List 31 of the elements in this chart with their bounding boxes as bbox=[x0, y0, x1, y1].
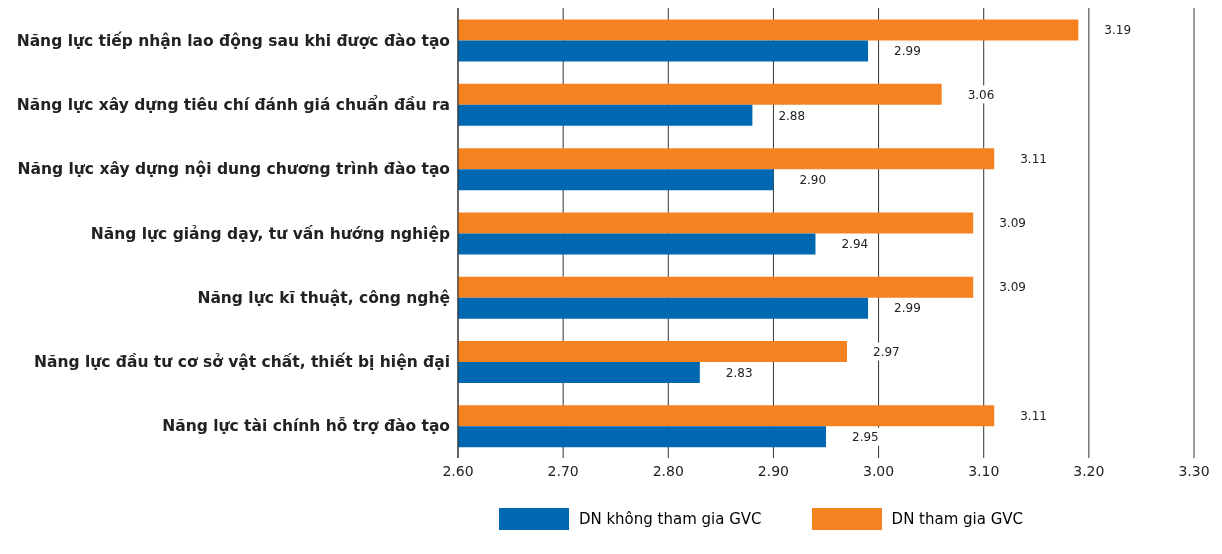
y-tick-label: Năng lực kĩ thuật, công nghệ bbox=[197, 288, 450, 307]
legend-label: DN tham gia GVC bbox=[891, 510, 1024, 528]
x-tick-label: 2.70 bbox=[547, 462, 579, 479]
data-label: 2.94 bbox=[841, 237, 869, 252]
y-tick-label: Năng lực tài chính hỗ trợ đào tạo bbox=[162, 417, 450, 436]
y-tick-label: Năng lực đầu tư cơ sở vật chất, thiết bị hiện đại bbox=[33, 352, 450, 372]
data-label: 3.06 bbox=[967, 87, 995, 102]
x-tick-label: 2.80 bbox=[652, 462, 684, 479]
x-tick-label: 3.10 bbox=[968, 462, 1000, 479]
data-label: 2.88 bbox=[778, 108, 806, 123]
x-tick-label: 3.00 bbox=[862, 462, 895, 479]
data-label: 2.83 bbox=[725, 365, 753, 380]
x-tick-label: 3.20 bbox=[1073, 462, 1105, 479]
x-tick-label: 2.60 bbox=[442, 462, 474, 479]
data-label: 2.95 bbox=[852, 429, 879, 444]
x-tick-label: 2.90 bbox=[757, 462, 790, 479]
data-label: 3.09 bbox=[999, 216, 1026, 231]
data-label: 2.97 bbox=[873, 344, 900, 359]
data-label: 3.11 bbox=[1020, 151, 1047, 166]
data-label: 2.99 bbox=[894, 44, 921, 59]
y-tick-label: Năng lực xây dựng nội dung chương trình đào tạo bbox=[17, 160, 450, 179]
data-label: 2.99 bbox=[894, 301, 921, 316]
x-tick-label: 3.30 bbox=[1178, 462, 1210, 479]
y-tick-label: Năng lực giảng dạy, tư vấn hướng nghiệp bbox=[90, 224, 450, 243]
y-tick-label: Năng lực tiếp nhận lao động sau khi được đào tạo bbox=[16, 30, 450, 50]
data-label: 2.90 bbox=[799, 172, 827, 187]
legend-label: DN không tham gia GVC bbox=[578, 510, 762, 528]
data-label: 3.11 bbox=[1020, 408, 1047, 423]
data-label: 3.09 bbox=[999, 280, 1026, 295]
data-label: 3.19 bbox=[1104, 23, 1132, 38]
y-tick-label: Năng lực xây dựng tiêu chí đánh giá chuẩn đầu ra bbox=[16, 94, 450, 114]
